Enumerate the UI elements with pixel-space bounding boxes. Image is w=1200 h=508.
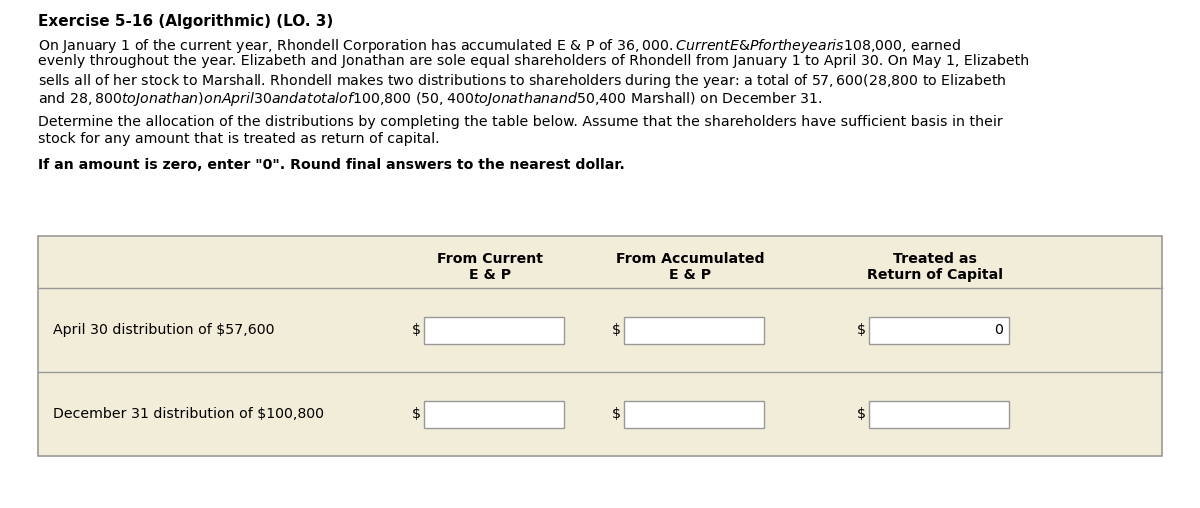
Text: If an amount is zero, enter "0". Round final answers to the nearest dollar.: If an amount is zero, enter "0". Round f…: [38, 158, 625, 172]
Text: $: $: [412, 407, 421, 421]
Text: $: $: [412, 323, 421, 337]
Text: Return of Capital: Return of Capital: [866, 268, 1003, 282]
Text: Exercise 5-16 (Algorithmic) (LO. 3): Exercise 5-16 (Algorithmic) (LO. 3): [38, 14, 334, 29]
FancyBboxPatch shape: [869, 400, 1009, 428]
Text: From Current: From Current: [437, 252, 542, 266]
Text: stock for any amount that is treated as return of capital.: stock for any amount that is treated as …: [38, 133, 439, 146]
Text: On January 1 of the current year, Rhondell Corporation has accumulated E & P of : On January 1 of the current year, Rhonde…: [38, 37, 961, 55]
Text: April 30 distribution of $57,600: April 30 distribution of $57,600: [53, 323, 275, 337]
Text: $: $: [612, 323, 622, 337]
Text: $: $: [857, 407, 866, 421]
Text: Determine the allocation of the distributions by completing the table below. Ass: Determine the allocation of the distribu…: [38, 115, 1003, 129]
Text: December 31 distribution of $100,800: December 31 distribution of $100,800: [53, 407, 324, 421]
Text: E & P: E & P: [668, 268, 712, 282]
Text: From Accumulated: From Accumulated: [616, 252, 764, 266]
Text: Treated as: Treated as: [893, 252, 977, 266]
Text: and $28,800 to Jonathan) on April 30 and a total of $100,800 ($50,400 to Jonatha: and $28,800 to Jonathan) on April 30 and…: [38, 89, 822, 108]
FancyBboxPatch shape: [38, 236, 1162, 456]
Text: sells all of her stock to Marshall. Rhondell makes two distributions to sharehol: sells all of her stock to Marshall. Rhon…: [38, 72, 1007, 90]
FancyBboxPatch shape: [869, 316, 1009, 343]
FancyBboxPatch shape: [624, 400, 764, 428]
FancyBboxPatch shape: [424, 400, 564, 428]
Text: E & P: E & P: [469, 268, 511, 282]
Text: $: $: [857, 323, 866, 337]
Text: $: $: [612, 407, 622, 421]
FancyBboxPatch shape: [624, 316, 764, 343]
Text: evenly throughout the year. Elizabeth and Jonathan are sole equal shareholders o: evenly throughout the year. Elizabeth an…: [38, 54, 1030, 69]
FancyBboxPatch shape: [424, 316, 564, 343]
Text: 0: 0: [994, 323, 1003, 337]
